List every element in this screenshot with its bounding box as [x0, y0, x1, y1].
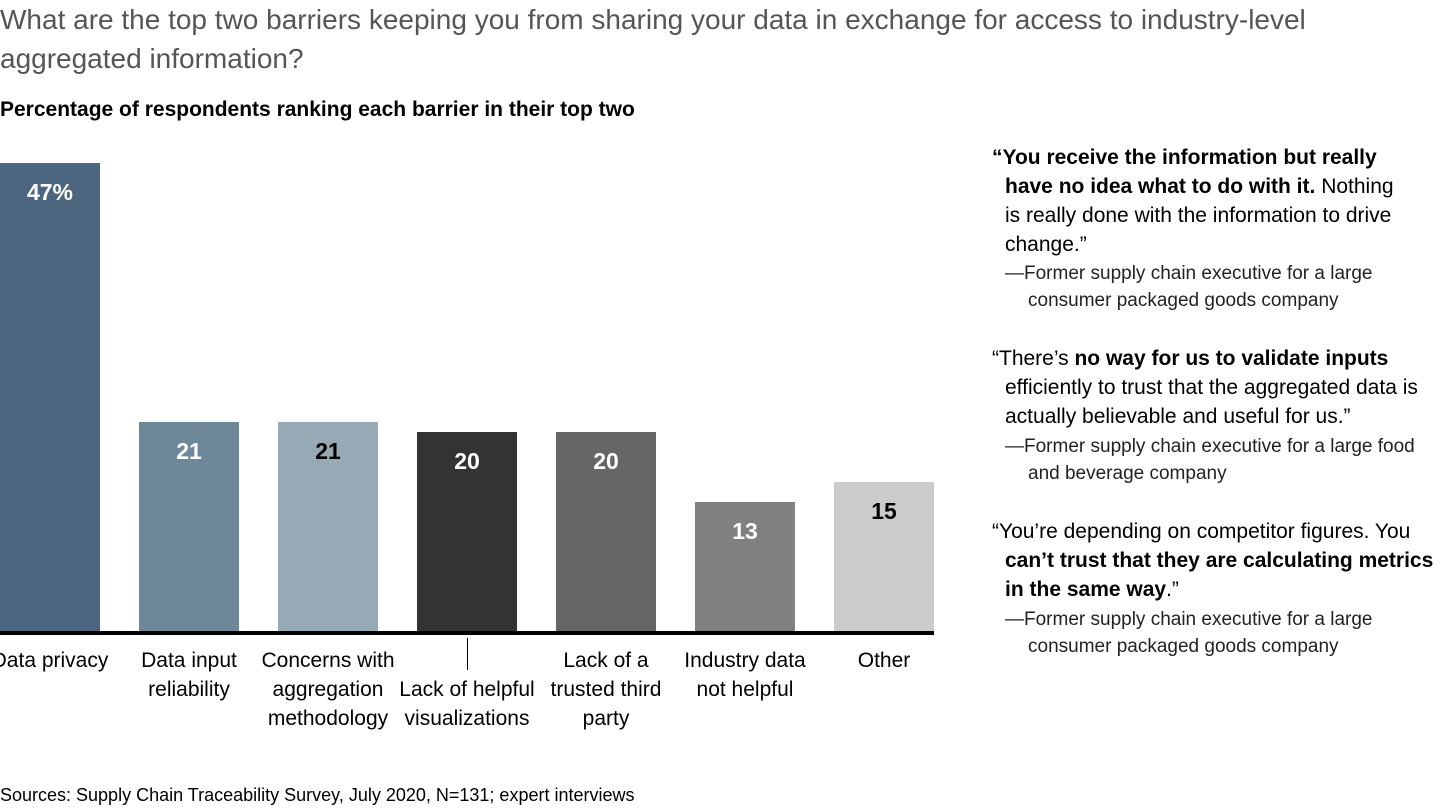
x-tick-label: Concerns with aggregation methodology	[261, 649, 395, 730]
value-label: 20	[593, 448, 619, 475]
baseline	[0, 631, 934, 635]
x-tick-label: Lack of helpful visualizations	[399, 678, 535, 730]
bar	[0, 162, 100, 632]
x-tick-label: Other	[857, 649, 911, 672]
quote-text: “You’re depending on competitor figures.…	[992, 520, 1411, 543]
chart-subtitle: Percentage of respondents ranking each b…	[0, 98, 635, 121]
bar	[695, 502, 795, 632]
bar	[834, 482, 934, 632]
value-label: 21	[176, 438, 202, 465]
value-label: 47%	[26, 178, 74, 205]
attribution: —Former supply chain executive for a lar…	[1005, 263, 1373, 311]
bar	[556, 432, 656, 632]
chart: 47% Data privacy 21 Data input reliability 2…	[0, 162, 934, 730]
attribution: —Former supply chain executive for a lar…	[1005, 609, 1373, 657]
quote: “You’re depending on competitor figures.…	[992, 517, 1440, 604]
x-tick-label: Industry data not helpful	[684, 649, 806, 701]
x-tick-label: Data privacy	[0, 649, 109, 672]
value-label: 20	[454, 448, 480, 475]
quote-text: efficiently to trust that the aggregated…	[1005, 376, 1418, 428]
value-label: 15	[871, 498, 897, 525]
quote-text: Nothing is really done with the informat…	[1005, 175, 1394, 256]
bar	[417, 432, 517, 632]
attribution: —Former supply chain executive for a lar…	[1005, 436, 1415, 484]
value-label: 13	[732, 518, 758, 545]
quote-text: “There’s	[992, 347, 1075, 370]
x-tick-label: Data input reliability	[141, 649, 237, 701]
quote-text: can’t trust that they are calculating me…	[1005, 549, 1434, 601]
source-note: Sources: Supply Chain Traceability Surve…	[0, 785, 635, 805]
bar	[139, 422, 239, 632]
chart-title: What are the top two barriers keeping yo…	[0, 4, 1306, 74]
quote: “There’s no way for us to validate input…	[992, 344, 1440, 431]
value-label: 21	[315, 438, 341, 465]
x-tick-label: Lack of a trusted third party	[550, 649, 662, 730]
bar	[278, 422, 378, 632]
leader-line	[467, 638, 468, 670]
quote-text: no way for us to validate inputs	[1074, 347, 1389, 370]
quote-text: .”	[1166, 578, 1179, 601]
quote-text: “You receive the information but really …	[992, 146, 1377, 198]
quote: “You receive the information but really …	[992, 143, 1412, 259]
